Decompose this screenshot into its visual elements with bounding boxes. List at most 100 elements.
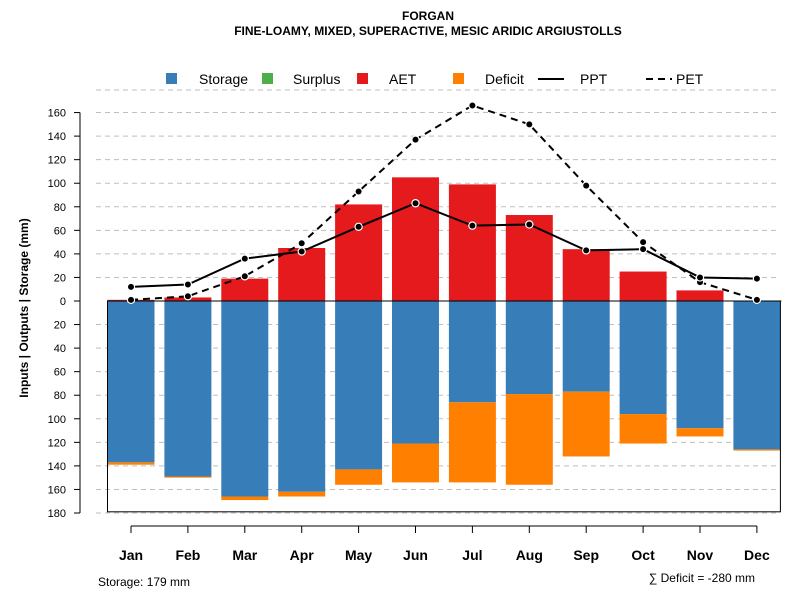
y-tick-label: 120 — [48, 155, 66, 167]
y-tick-label: 140 — [48, 461, 66, 473]
y-axis-label: Inputs | Outputs | Storage (mm) — [17, 218, 31, 397]
y-tick-label: 0 — [60, 296, 66, 308]
deficit-bar-jun — [392, 443, 439, 483]
aet-bar-aug — [505, 215, 553, 301]
deficit-bar-dec — [733, 449, 781, 451]
storage-note: Storage: 179 mm — [98, 575, 190, 589]
pet-point-aug — [525, 120, 534, 129]
x-tick-label-aug: Aug — [516, 547, 543, 563]
storage-bar-jul — [448, 301, 496, 403]
y-tick-label: 140 — [48, 131, 66, 143]
pet-point-mar — [240, 272, 249, 281]
storage-bar-feb — [164, 301, 212, 477]
pet-point-oct — [638, 237, 648, 247]
x-tick-label-may: May — [345, 547, 372, 563]
deficit-bar-sep — [562, 391, 610, 457]
y-tick-label: 160 — [48, 484, 66, 496]
deficit-bar-jan — [107, 462, 155, 465]
y-tick-label: 100 — [48, 178, 66, 190]
x-tick-label-feb: Feb — [175, 547, 200, 563]
pet-point-feb — [183, 292, 193, 301]
legend-storage-swatch — [166, 73, 177, 84]
storage-bar-apr — [278, 301, 326, 492]
ppt-point-jan — [126, 282, 136, 292]
storage-bar-mar — [221, 301, 269, 497]
deficit-bar-nov — [676, 428, 724, 437]
y-tick-label: 120 — [48, 437, 66, 449]
storage-bar-dec — [733, 301, 781, 450]
storage-bar-sep — [562, 301, 610, 392]
y-tick-label: 100 — [48, 414, 66, 426]
chart-title: FORGAN — [402, 9, 454, 23]
legend-deficit-swatch — [453, 73, 464, 84]
ppt-point-may — [354, 222, 363, 231]
aet-bar-mar — [221, 278, 269, 301]
deficit-bar-feb — [164, 476, 212, 478]
ppt-point-sep — [582, 246, 591, 255]
storage-bar-may — [335, 301, 383, 470]
pet-point-may — [354, 187, 363, 196]
x-tick-label-dec: Dec — [744, 547, 770, 563]
axes: 160 140 120 100 80 60 40 20 0 20 40 60 80 100 120 140 16… — [48, 108, 770, 563]
y-tick-label: 160 — [48, 108, 66, 120]
ppt-line — [130, 202, 757, 288]
deficit-bar-may — [335, 469, 383, 485]
y-tick-label: 80 — [54, 390, 66, 402]
deficit-bar-apr — [278, 491, 326, 497]
legend-pet-label: PET — [676, 71, 704, 87]
storage-bar-oct — [619, 301, 667, 415]
y-tick-label: 20 — [54, 320, 66, 332]
legend-aet-swatch — [357, 73, 368, 84]
ppt-point-mar — [240, 254, 249, 263]
deficit-bar-aug — [505, 394, 553, 485]
x-tick-label-sep: Sep — [573, 547, 599, 563]
legend-storage-label: Storage — [199, 71, 248, 87]
ppt-point-oct — [638, 244, 648, 254]
aet-bar-apr — [278, 248, 326, 301]
x-tick-label-apr: Apr — [290, 547, 315, 563]
legend-aet-label: AET — [389, 71, 417, 87]
y-tick-label: 60 — [54, 225, 66, 237]
ppt-point-apr — [297, 247, 306, 256]
y-tick-label: 20 — [54, 272, 66, 284]
pet-point-jan — [126, 295, 136, 305]
aet-bar-jul — [448, 184, 496, 301]
aet-bar-jun — [392, 177, 439, 301]
storage-bar-jun — [392, 301, 439, 444]
ppt-point-dec — [752, 274, 762, 283]
bars — [107, 177, 781, 501]
y-tick-label: 80 — [54, 202, 66, 214]
x-tick-label-jun: Jun — [403, 547, 428, 563]
pet-point-apr — [297, 239, 306, 248]
x-tick-label-nov: Nov — [687, 547, 714, 563]
legend-surplus-label: Surplus — [293, 71, 340, 87]
legend-deficit-label: Deficit — [485, 71, 524, 87]
storage-bar-nov — [676, 301, 724, 429]
x-tick-label-jul: Jul — [462, 547, 482, 563]
x-tick-label-mar: Mar — [232, 547, 257, 563]
deficit-bar-jul — [448, 402, 496, 483]
y-tick-label: 40 — [54, 249, 66, 261]
deficit-note: ∑ Deficit = -280 mm — [649, 571, 755, 585]
ppt-point-jun — [411, 199, 420, 208]
aet-bar-oct — [619, 271, 667, 301]
legend-surplus-swatch — [262, 73, 273, 84]
pet-line — [130, 104, 758, 301]
pet-point-dec — [752, 295, 762, 305]
ppt-point-feb — [183, 280, 193, 289]
x-tick-label-oct: Oct — [631, 547, 655, 563]
deficit-bar-oct — [619, 414, 667, 444]
storage-bar-jan — [107, 301, 155, 463]
y-tick-label: 180 — [48, 508, 66, 520]
storage-capacity-frame — [107, 300, 781, 513]
deficit-bar-mar — [221, 496, 269, 501]
legend-ppt-label: PPT — [580, 71, 608, 87]
ppt-point-nov — [695, 273, 705, 282]
pet-point-jun — [411, 135, 420, 144]
chart-subtitle: FINE-LOAMY, MIXED, SUPERACTIVE, MESIC AR… — [234, 24, 622, 38]
legend: Storage Surplus AET Deficit PPT PET — [166, 71, 704, 87]
aet-bar-nov — [676, 290, 724, 301]
y-tick-label: 60 — [54, 367, 66, 379]
pet-point-sep — [582, 181, 591, 190]
